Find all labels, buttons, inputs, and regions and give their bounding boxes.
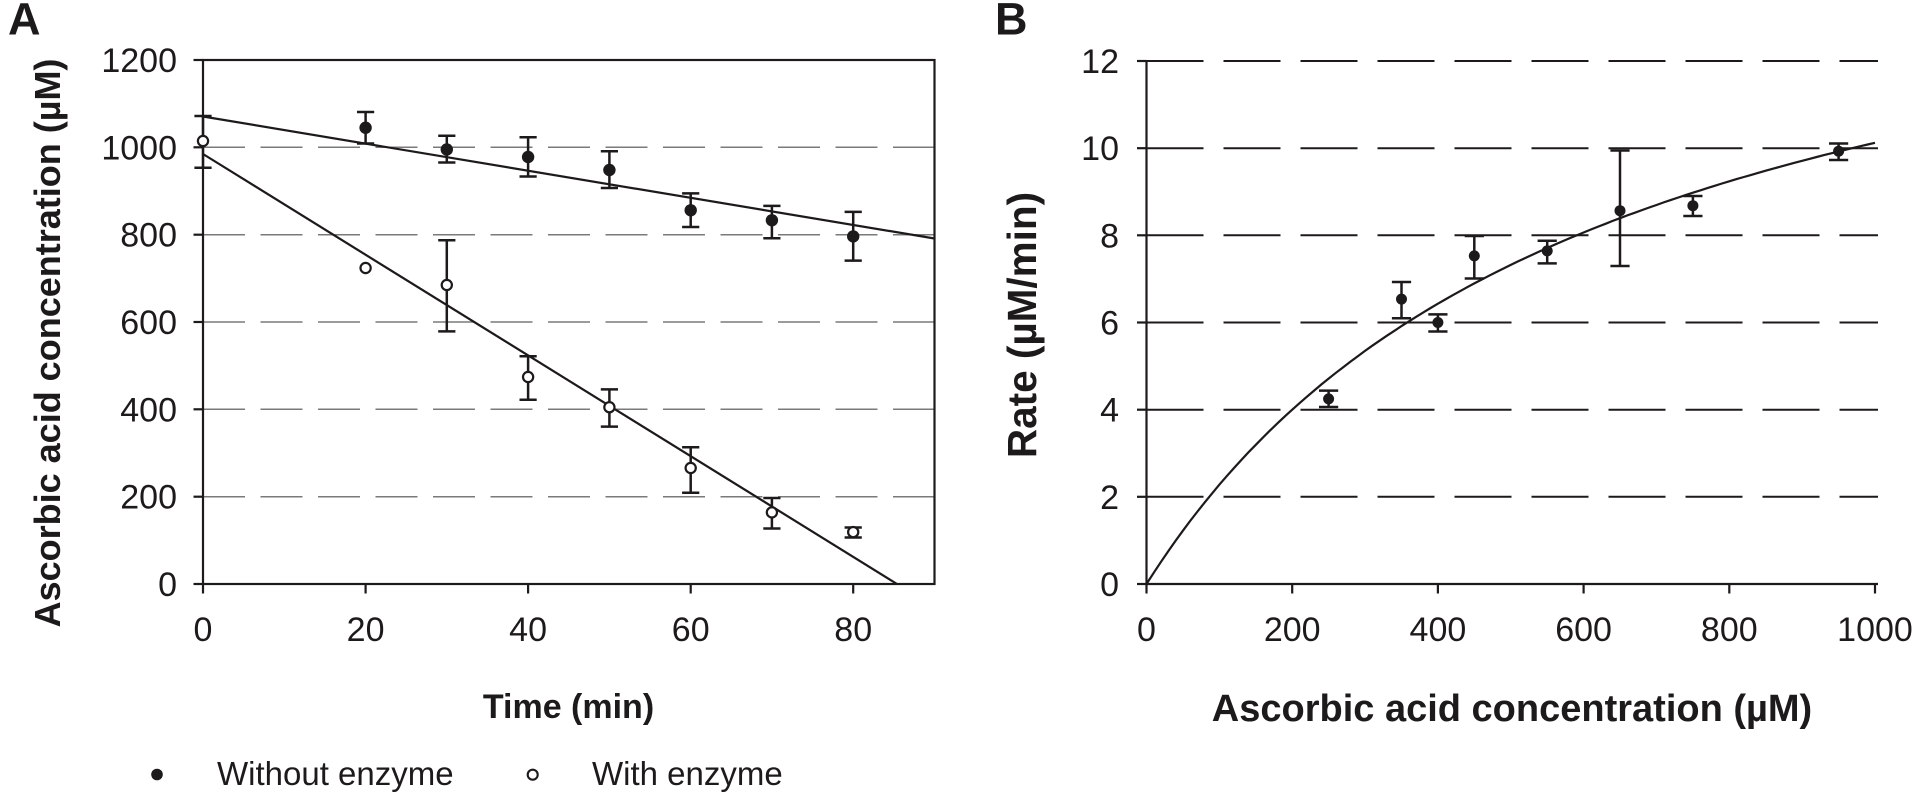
svg-text:8: 8	[1100, 217, 1119, 255]
svg-text:400: 400	[120, 391, 177, 429]
svg-text:Without enzyme: Without enzyme	[217, 755, 454, 792]
svg-text:0: 0	[158, 566, 177, 604]
svg-text:Rate (µM/min): Rate (µM/min)	[999, 192, 1045, 458]
svg-text:With enzyme: With enzyme	[592, 755, 783, 792]
svg-text:Time (min): Time (min)	[483, 688, 654, 726]
svg-text:800: 800	[120, 217, 177, 255]
svg-text:2: 2	[1100, 479, 1119, 517]
svg-text:800: 800	[1701, 611, 1758, 649]
svg-text:0: 0	[194, 611, 213, 649]
svg-text:40: 40	[509, 611, 547, 649]
svg-text:600: 600	[120, 304, 177, 342]
svg-text:0: 0	[1137, 611, 1156, 649]
svg-text:10: 10	[1081, 130, 1119, 168]
svg-text:80: 80	[834, 611, 872, 649]
svg-text:60: 60	[672, 611, 710, 649]
svg-text:1000: 1000	[1837, 611, 1913, 649]
svg-text:Ascorbic acid concentration (µ: Ascorbic acid concentration (µM)	[27, 59, 68, 628]
svg-text:Ascorbic acid concentration (µ: Ascorbic acid concentration (µM)	[1212, 688, 1812, 730]
svg-text:6: 6	[1100, 305, 1119, 343]
svg-text:200: 200	[120, 479, 177, 517]
svg-text:B: B	[995, 0, 1028, 45]
svg-text:400: 400	[1410, 611, 1467, 649]
svg-text:A: A	[8, 0, 41, 45]
svg-text:20: 20	[347, 611, 385, 649]
svg-text:0: 0	[1100, 566, 1119, 604]
svg-text:600: 600	[1555, 611, 1612, 649]
svg-text:200: 200	[1264, 611, 1321, 649]
svg-text:4: 4	[1100, 392, 1119, 430]
svg-text:1200: 1200	[101, 42, 177, 80]
svg-text:1000: 1000	[101, 129, 177, 167]
svg-text:12: 12	[1081, 43, 1119, 81]
